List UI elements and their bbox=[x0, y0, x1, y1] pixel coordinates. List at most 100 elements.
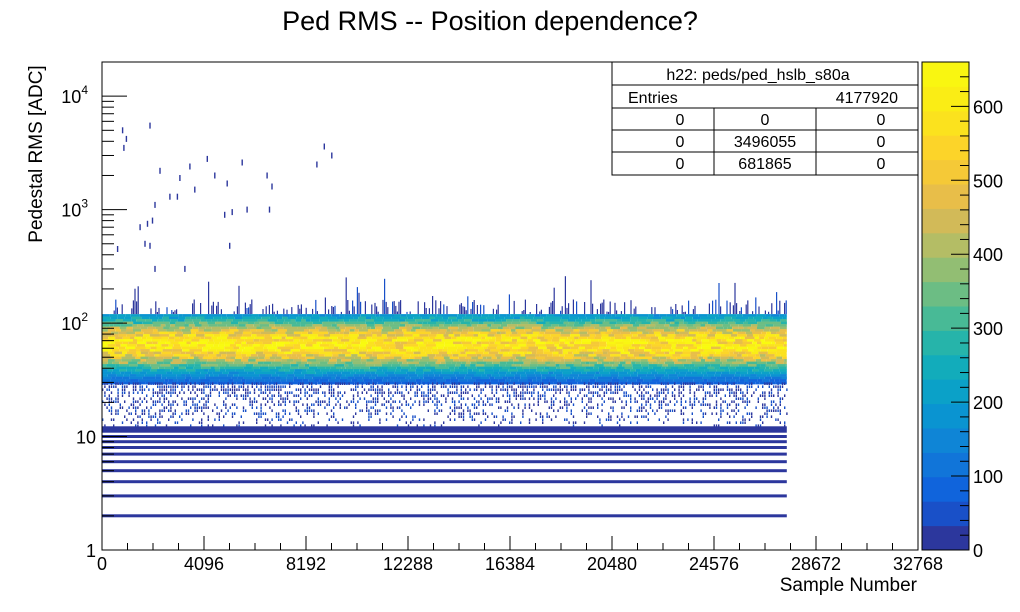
heatmap-cell bbox=[542, 418, 544, 421]
heatmap-cell bbox=[680, 391, 682, 394]
heatmap-cell bbox=[690, 354, 698, 357]
heatmap-cell bbox=[481, 354, 488, 357]
heatmap-cell bbox=[441, 369, 451, 372]
heatmap-cell bbox=[478, 403, 480, 406]
heatmap-cell bbox=[739, 311, 741, 315]
heatmap-cell bbox=[395, 344, 404, 347]
heatmap-cell bbox=[524, 299, 526, 315]
heatmap-cell bbox=[784, 424, 786, 427]
heatmap-cell bbox=[661, 366, 666, 370]
heatmap-cell bbox=[689, 403, 691, 406]
heatmap-cell bbox=[623, 334, 633, 337]
heatmap-cell bbox=[626, 336, 631, 340]
heatmap-cell bbox=[336, 374, 342, 377]
heatmap-cell bbox=[440, 382, 443, 385]
heatmap-cell bbox=[665, 366, 671, 370]
heatmap-cell bbox=[190, 316, 197, 320]
heatmap-cell bbox=[254, 321, 260, 325]
heatmap-cell bbox=[564, 403, 566, 406]
heatmap-cell bbox=[667, 418, 669, 421]
heatmap-cell bbox=[740, 374, 745, 377]
heatmap-cell bbox=[193, 366, 202, 370]
heatmap-cell bbox=[289, 391, 291, 394]
heatmap-cell bbox=[328, 309, 330, 315]
heatmap-cell bbox=[266, 339, 274, 342]
heatmap-cell bbox=[548, 406, 550, 409]
heatmap-cell bbox=[317, 412, 319, 415]
heatmap-cell bbox=[537, 382, 539, 385]
heatmap-cell bbox=[589, 361, 598, 365]
heatmap-cell bbox=[735, 406, 737, 409]
heatmap-cell bbox=[555, 397, 557, 400]
heatmap-cell bbox=[110, 346, 119, 350]
heatmap-cell bbox=[135, 388, 137, 391]
heatmap-cell bbox=[177, 319, 185, 322]
heatmap-cell bbox=[680, 382, 682, 385]
heatmap-level-line bbox=[102, 494, 787, 498]
heatmap-cell bbox=[472, 344, 482, 347]
stats-box-title: h22: peds/ped_hslb_s80a bbox=[666, 67, 849, 84]
heatmap-cell bbox=[456, 316, 463, 320]
heatmap-cell bbox=[241, 379, 246, 382]
heatmap-cell bbox=[374, 324, 383, 327]
heatmap-cell bbox=[275, 371, 285, 375]
heatmap-cell bbox=[590, 412, 592, 415]
heatmap-cell bbox=[229, 406, 231, 409]
heatmap-cell bbox=[627, 326, 637, 330]
heatmap-cell bbox=[187, 397, 190, 400]
heatmap-cell bbox=[317, 421, 319, 424]
heatmap-cell bbox=[427, 397, 429, 400]
heatmap-cell bbox=[281, 356, 289, 360]
heatmap-cell bbox=[201, 421, 203, 424]
heatmap-cell bbox=[768, 336, 777, 340]
heatmap-cell bbox=[645, 339, 650, 342]
heatmap-cell bbox=[563, 329, 574, 332]
heatmap-cell bbox=[102, 324, 110, 327]
heatmap-cell bbox=[442, 314, 452, 317]
heatmap-cell bbox=[493, 369, 500, 372]
heatmap-cell bbox=[750, 361, 758, 365]
heatmap-cell bbox=[755, 406, 757, 409]
heatmap-cell bbox=[590, 324, 600, 327]
heatmap-cell bbox=[735, 421, 737, 424]
heatmap-cell bbox=[216, 412, 218, 415]
heatmap-cell bbox=[742, 339, 747, 342]
heatmap-cell bbox=[726, 359, 737, 362]
heatmap-cell bbox=[575, 385, 577, 388]
heatmap-cell bbox=[281, 336, 286, 340]
heatmap-cell bbox=[467, 369, 473, 372]
heatmap-cell bbox=[654, 394, 656, 397]
heatmap-cell bbox=[289, 341, 298, 345]
heatmap-cell bbox=[236, 326, 243, 330]
heatmap-cell bbox=[334, 364, 345, 367]
heatmap-cell bbox=[757, 397, 759, 400]
heatmap-cell bbox=[329, 369, 340, 372]
heatmap-cell bbox=[636, 421, 638, 424]
heatmap-cell bbox=[333, 346, 339, 350]
heatmap-cell bbox=[176, 376, 186, 380]
heatmap-cell bbox=[229, 359, 235, 362]
heatmap-cell bbox=[503, 346, 513, 350]
heatmap-cell bbox=[479, 331, 489, 335]
heatmap-cell bbox=[369, 366, 379, 370]
heatmap-cell bbox=[638, 316, 648, 320]
heatmap-cell bbox=[328, 379, 336, 382]
heatmap-cell bbox=[457, 329, 463, 332]
heatmap-cell bbox=[731, 316, 736, 320]
heatmap-cell bbox=[632, 324, 640, 327]
heatmap-cell bbox=[684, 364, 690, 367]
heatmap-cell bbox=[291, 418, 293, 421]
heatmap-cell bbox=[682, 351, 691, 355]
heatmap-cell bbox=[595, 371, 600, 375]
heatmap-cell bbox=[636, 379, 644, 382]
heatmap-cell bbox=[220, 346, 225, 350]
heatmap-cell bbox=[632, 364, 642, 367]
heatmap-cell bbox=[141, 329, 146, 332]
heatmap-cell bbox=[776, 356, 783, 360]
heatmap-cell bbox=[722, 409, 724, 412]
heatmap-cell bbox=[410, 388, 412, 391]
heatmap-cell bbox=[745, 319, 756, 322]
heatmap-cell bbox=[542, 421, 544, 424]
heatmap-cell bbox=[453, 341, 462, 345]
heatmap-cell bbox=[436, 412, 438, 415]
